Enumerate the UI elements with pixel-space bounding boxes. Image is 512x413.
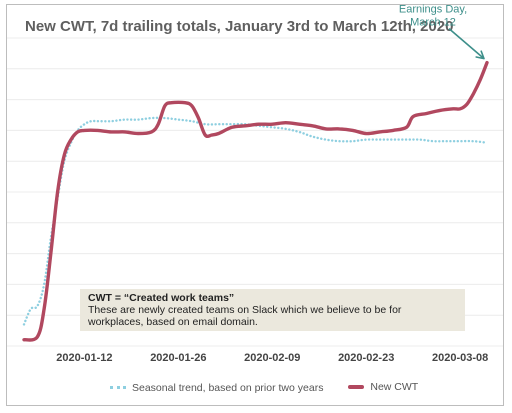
annotation-arrowhead-icon [475, 50, 485, 60]
annotation-arrow-line [448, 28, 485, 60]
chart-frame [6, 4, 504, 406]
x-tick-label: 2020-02-09 [244, 352, 300, 364]
new-cwt-line [22, 60, 489, 342]
note-heading: CWT = “Created work teams” [88, 292, 235, 304]
x-tick-label: 2020-01-26 [150, 352, 206, 364]
chart-legend: Seasonal trend, based on prior two years… [110, 380, 440, 394]
note-body: These are newly created teams on Slack w… [88, 304, 402, 328]
x-tick-label: 2020-01-12 [56, 352, 112, 364]
legend-label: Seasonal trend, based on prior two years [132, 381, 324, 394]
dotted-line-swatch-icon [110, 386, 126, 389]
legend-item-new-cwt: New CWT [348, 381, 418, 393]
chart-title: New CWT, 7d trailing totals, January 3rd… [25, 18, 454, 35]
seasonal-trend-line [22, 116, 489, 326]
annotation-text: March 12 [410, 17, 456, 29]
x-axis-ticks: 2020-01-12 2020-01-26 2020-02-09 2020-02-23… [56, 352, 488, 364]
solid-line-swatch-icon [348, 385, 365, 389]
series-layer [22, 60, 489, 342]
legend-label: New CWT [370, 381, 419, 393]
x-tick-label: 2020-03-08 [432, 352, 488, 364]
definition-note: CWT = “Created work teams” These are new… [80, 289, 465, 331]
annotation-layer: Earnings Day,March 12 [399, 4, 485, 60]
legend-item-seasonal-trend: Seasonal trend, based on prior two years [110, 382, 323, 394]
annotation-text: Earnings Day, [399, 4, 467, 16]
x-tick-label: 2020-02-23 [338, 352, 394, 364]
